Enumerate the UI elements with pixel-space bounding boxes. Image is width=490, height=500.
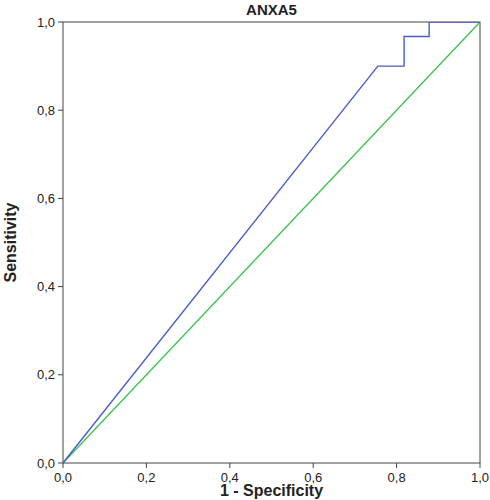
y-tick	[58, 22, 63, 23]
x-tick	[480, 463, 481, 468]
y-tick	[58, 110, 63, 111]
y-tick-label: 0,8	[37, 103, 55, 118]
y-tick	[58, 374, 63, 375]
x-tick	[146, 463, 147, 468]
plot-area	[63, 22, 480, 463]
y-tick-label: 0,2	[37, 367, 55, 382]
x-tick	[63, 463, 64, 468]
x-tick	[313, 463, 314, 468]
y-axis-label: Sensitivity	[2, 202, 19, 282]
y-tick-label: 0,4	[37, 279, 55, 294]
x-tick-label: 0,0	[54, 470, 72, 485]
chart: ANXA50,00,20,40,60,81,00,00,20,40,60,81,…	[0, 0, 490, 500]
y-tick-label: 1,0	[37, 15, 55, 30]
y-tick-label: 0,6	[37, 191, 55, 206]
x-tick-label: 0,2	[137, 470, 155, 485]
roc-curve	[63, 22, 480, 463]
plot-frame	[63, 22, 480, 463]
x-tick-label: 0,8	[388, 470, 406, 485]
x-tick	[229, 463, 230, 468]
x-tick-label: 1,0	[471, 470, 489, 485]
x-axis-label: 1 - Specificity	[220, 482, 323, 499]
y-tick-label: 0,0	[37, 456, 55, 471]
reference-line	[63, 22, 480, 463]
x-tick	[396, 463, 397, 468]
y-tick	[58, 286, 63, 287]
title: ANXA5	[246, 1, 297, 18]
y-tick	[58, 198, 63, 199]
y-tick	[58, 463, 63, 464]
